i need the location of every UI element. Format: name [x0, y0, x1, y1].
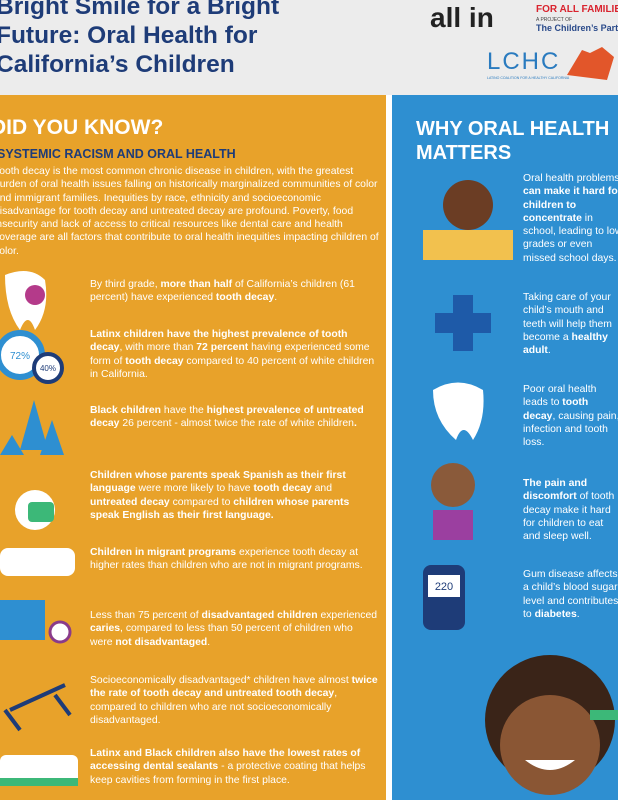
bold-text: caries: [90, 623, 121, 635]
text: of tooth decay make it hard for children…: [523, 491, 615, 543]
bold-text: tooth decay: [125, 355, 184, 367]
fact: Children in migrant programs experience …: [90, 546, 378, 573]
header-band: [0, 0, 618, 95]
logo-partner: The Children’s Partnership: [536, 23, 618, 33]
text: Poor oral health leads to: [523, 384, 597, 409]
child-illustration: [485, 655, 618, 795]
text: .: [547, 345, 551, 357]
text: By third grade,: [90, 279, 161, 290]
bold-text: twice the rate of tooth decay and untrea…: [90, 675, 378, 700]
reason: Gum disease affects a child’s blood suga…: [523, 568, 618, 621]
text: were more likely to have: [135, 483, 254, 495]
title: Bright Smile for a Bright Future: Oral H…: [0, 0, 280, 78]
left-icons: 72% 40%: [0, 271, 78, 786]
bold-text: Children whose parents speak Spanish as …: [90, 470, 346, 495]
bold-text: Latinx children have the highest prevale…: [90, 329, 348, 354]
logo-project: A PROJECT OF: [536, 17, 573, 23]
text: in school, leading to low grades or even…: [523, 212, 618, 264]
bold-text: diabetes: [534, 608, 577, 620]
bold-text: .: [353, 418, 357, 430]
logo-allin-tag: FOR ALL FAMILIES: [536, 4, 618, 15]
bold-text: tooth decay: [215, 292, 275, 304]
bold-text: more than half: [160, 279, 233, 290]
bold-text: highest prevalence of untreated decay: [90, 405, 364, 430]
fact: Socioeconomically disadvantaged* childre…: [90, 674, 378, 727]
bold-text: not disadvantaged: [115, 636, 208, 648]
right-icons: 220: [423, 180, 513, 630]
right-heading: WHY ORAL HEALTH MATTERS: [416, 118, 610, 164]
text: 26 percent - almost twice the rate of wh…: [119, 418, 354, 430]
text: have the: [161, 405, 207, 416]
icon-label: 72%: [10, 351, 30, 362]
text: , compared to children who are not socio…: [90, 688, 338, 726]
text: Socioeconomically disadvantaged* childre…: [90, 675, 352, 686]
text: Gum disease affects a child’s blood suga…: [523, 569, 618, 620]
bold-text: untreated decay: [90, 496, 170, 508]
fact: By third grade, more than half of Califo…: [90, 278, 378, 305]
bold-text: tooth decay: [253, 483, 312, 495]
text: compared to: [169, 496, 234, 508]
reason: Poor oral health leads to tooth decay, c…: [523, 383, 618, 449]
hands-icon: [567, 47, 614, 80]
text: , with more than: [119, 342, 197, 354]
text: Less than 75 percent of: [90, 610, 202, 621]
fact: Latinx and Black children also have the …: [90, 747, 378, 787]
text: , causing pain, infection and tooth loss…: [523, 410, 618, 449]
left-panel: [0, 95, 386, 800]
bold-text: 72 percent: [196, 342, 249, 354]
icon-label: 40%: [40, 364, 56, 373]
text: Oral health problems: [523, 173, 618, 184]
intro: Tooth decay is the most common chronic d…: [0, 166, 379, 257]
fact: Black children have the highest prevalen…: [90, 404, 378, 431]
text: having experienced some form of: [90, 342, 370, 367]
bold-text: children whose parents speak English as …: [90, 496, 350, 521]
bold-text: tooth decay: [523, 397, 589, 422]
logo-allin: all in: [430, 2, 494, 33]
text: , compared to less than 50 percent of ch…: [90, 623, 353, 648]
bold-text: disadvantaged children: [201, 610, 318, 621]
meter-label: 220: [435, 581, 453, 593]
bold-text: healthy adult: [523, 331, 608, 357]
reason: Oral health problems can make it hard fo…: [523, 172, 618, 265]
bold-text: can make it hard for children to concent…: [523, 186, 618, 224]
fact: Latinx children have the highest prevale…: [90, 328, 378, 381]
left-subheading: SYSTEMIC RACISM AND ORAL HEALTH: [0, 147, 236, 161]
text: of California’s children (61 percent) ha…: [90, 279, 355, 304]
text: experienced: [317, 610, 378, 621]
text: experience tooth decay at higher rates t…: [90, 547, 363, 572]
logo-lchc-tag: LATINO COALITION FOR A HEALTHY CALIFORNI…: [487, 76, 570, 80]
text: - a protective coating that helps keep c…: [90, 761, 366, 786]
reason: The pain and discomfort of tooth decay m…: [523, 477, 618, 543]
bold-text: Children in migrant programs: [90, 547, 237, 558]
bold-text: Latinx and Black children also have the …: [90, 748, 361, 773]
fact: Children whose parents speak Spanish as …: [90, 469, 378, 522]
bold-text: The pain and discomfort: [523, 478, 588, 503]
text: .: [576, 608, 580, 620]
text: .: [207, 636, 211, 648]
reason: Taking care of your child’s mouth and te…: [523, 291, 618, 357]
text: Taking care of your child’s mouth and te…: [523, 292, 612, 343]
text: .: [274, 292, 278, 304]
bold-text: Black children: [90, 405, 162, 416]
text: and: [311, 483, 332, 495]
logo-lchc: LCHC: [487, 48, 561, 75]
left-heading: DID YOU KNOW?: [0, 116, 164, 139]
fact: Less than 75 percent of disadvantaged ch…: [90, 609, 378, 649]
text: compared to 40 percent of white children…: [90, 355, 375, 380]
